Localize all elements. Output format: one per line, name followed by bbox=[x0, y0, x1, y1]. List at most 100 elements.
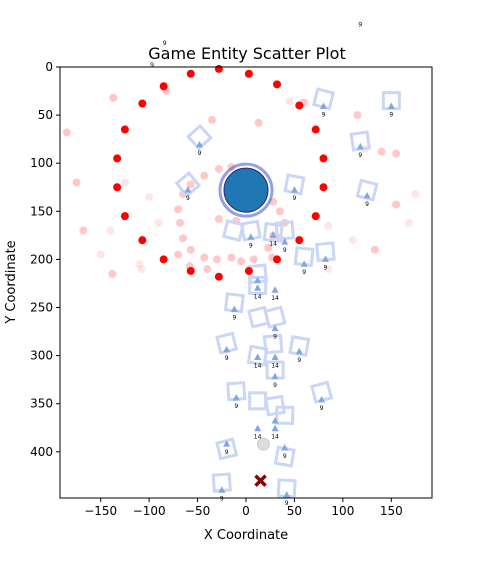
x-axis-label: X Coordinate bbox=[204, 528, 288, 543]
pink-point bbox=[214, 215, 223, 224]
red-point bbox=[159, 255, 168, 264]
faint-pink-point bbox=[106, 226, 115, 235]
y-axis: 0 50 100 150 200 250 300 350 400 bbox=[30, 60, 60, 459]
annotation-label: 9 bbox=[163, 40, 167, 47]
y-axis-label: Y Coordinate bbox=[4, 240, 19, 324]
square-point bbox=[215, 437, 239, 461]
triangle-point bbox=[223, 345, 231, 353]
triangle-point-label: 9 bbox=[389, 111, 393, 118]
red-point bbox=[186, 266, 195, 275]
red-point bbox=[113, 154, 122, 163]
triangle-point-label: 9 bbox=[365, 201, 369, 208]
y-tick-label: 400 bbox=[30, 445, 53, 459]
triangle-point bbox=[254, 284, 262, 291]
triangle-point-label: 9 bbox=[324, 264, 328, 271]
red-point bbox=[273, 80, 281, 89]
pink-point bbox=[186, 245, 195, 254]
x-tick-label: 150 bbox=[380, 504, 403, 518]
faint-pink-point bbox=[411, 189, 420, 198]
triangle-point bbox=[283, 491, 291, 498]
triangle-point bbox=[363, 191, 371, 199]
pink-point bbox=[254, 118, 263, 127]
player-point bbox=[223, 167, 269, 213]
square-point bbox=[221, 219, 245, 243]
triangle-point-label: 14 bbox=[254, 434, 262, 441]
pink-point bbox=[79, 226, 88, 235]
y-tick-label: 100 bbox=[30, 156, 53, 170]
pink-point bbox=[176, 218, 185, 227]
square-point bbox=[264, 394, 286, 417]
faint-pink-point bbox=[120, 178, 129, 187]
annotation-label: 9 bbox=[358, 22, 362, 29]
pink-point bbox=[108, 269, 117, 278]
triangle-point-label: 14 bbox=[271, 434, 279, 441]
square-point bbox=[275, 405, 295, 425]
red-point bbox=[186, 69, 195, 78]
triangle-point-label: 9 bbox=[225, 355, 229, 362]
red-point bbox=[319, 154, 328, 163]
faint-pink-point bbox=[154, 218, 163, 227]
pink-point bbox=[208, 115, 217, 124]
annotation-label: 9 bbox=[150, 62, 154, 69]
faint-pink-point bbox=[404, 218, 413, 227]
red-point bbox=[319, 183, 328, 192]
pink-point bbox=[203, 265, 212, 274]
triangle-point bbox=[271, 372, 279, 380]
pink-point bbox=[264, 243, 273, 252]
plot-frame bbox=[59, 66, 433, 499]
pink-point bbox=[174, 250, 183, 259]
triangle-point bbox=[271, 324, 279, 332]
triangle-point bbox=[290, 186, 298, 193]
y-tick-label: 200 bbox=[30, 252, 53, 266]
triangle-point-label: 14 bbox=[254, 293, 262, 300]
triangle-point bbox=[281, 238, 289, 245]
x-tick-label: 50 bbox=[287, 504, 302, 518]
triangle-point bbox=[254, 353, 262, 361]
red-point bbox=[244, 266, 253, 275]
triangle-point-label: 9 bbox=[297, 357, 301, 364]
triangle-point-label: 9 bbox=[232, 314, 236, 321]
triangle-point-label: 9 bbox=[285, 500, 289, 507]
square-point bbox=[174, 171, 202, 198]
triangle-point-label: 9 bbox=[225, 449, 229, 456]
triangle-point bbox=[254, 424, 262, 432]
triangle-point-label: 9 bbox=[283, 453, 287, 460]
gray-point bbox=[256, 437, 270, 451]
red-point bbox=[311, 212, 320, 221]
triangle-point-label: 9 bbox=[273, 334, 277, 341]
pink-point bbox=[179, 234, 188, 243]
pink-point bbox=[109, 93, 118, 102]
triangle-point-label: 14 bbox=[271, 363, 279, 370]
red-point bbox=[113, 183, 122, 192]
triangle-point bbox=[254, 276, 262, 284]
triangle-point bbox=[356, 142, 364, 150]
x-tick-label: 0 bbox=[242, 504, 250, 518]
y-tick-label: 300 bbox=[30, 349, 53, 363]
red-point bbox=[214, 272, 223, 281]
pink-point bbox=[200, 253, 209, 262]
triangle-point bbox=[271, 417, 279, 424]
pink-point bbox=[62, 128, 71, 137]
red-point bbox=[244, 69, 253, 78]
square-point bbox=[246, 344, 269, 367]
y-tick-label: 150 bbox=[30, 204, 53, 218]
triangle-point-label: 9 bbox=[320, 405, 324, 412]
red-point bbox=[159, 82, 168, 91]
triangle-point bbox=[269, 231, 277, 238]
faint-pink-point bbox=[135, 260, 144, 269]
pink-point bbox=[200, 171, 209, 180]
triangle-point-label: 9 bbox=[293, 195, 297, 202]
square-point bbox=[274, 220, 296, 241]
pink-point bbox=[212, 255, 221, 264]
chart-title: Game Entity Scatter Plot bbox=[148, 44, 345, 63]
red-point bbox=[214, 64, 223, 73]
triangle-point-label: 9 bbox=[220, 495, 224, 502]
red-point bbox=[120, 212, 129, 221]
red-point bbox=[273, 255, 281, 264]
pink-point bbox=[174, 205, 183, 214]
square-point bbox=[263, 305, 287, 329]
triangle-point-label: 9 bbox=[234, 403, 238, 410]
red-point bbox=[138, 236, 147, 245]
triangle-point bbox=[271, 286, 279, 293]
